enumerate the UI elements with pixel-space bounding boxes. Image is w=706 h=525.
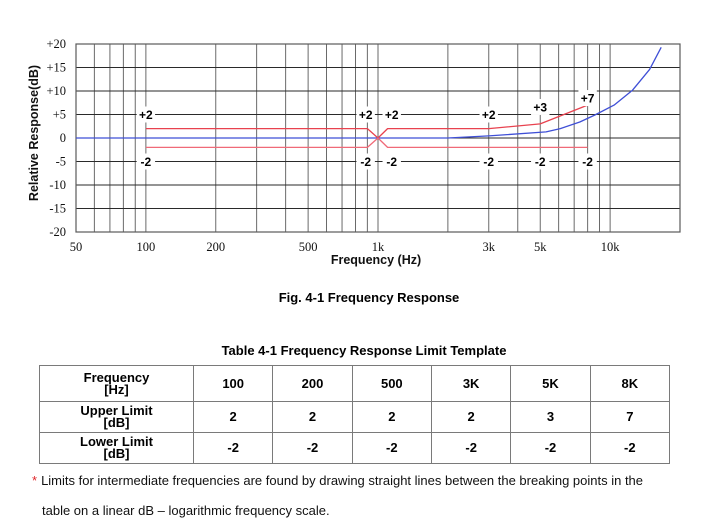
table-cell: 200 (272, 365, 353, 402)
table-cell: 8K (589, 365, 671, 402)
table-cell: -2 (272, 432, 353, 464)
table-cell: -2 (510, 432, 591, 464)
table-cell: 2 (272, 401, 353, 433)
table-cell: 2 (192, 401, 274, 433)
y-tick-label: +10 (46, 84, 66, 98)
y-tick-label: +20 (46, 37, 66, 51)
table-cell: -2 (430, 432, 512, 464)
y-axis-title: Relative Response(dB) (27, 65, 41, 201)
table-row-lower-limit: Lower Limit [dB] -2 -2 -2 -2 -2 -2 (39, 432, 671, 464)
limit-annotation: +3 (533, 100, 547, 114)
limit-annotation: -2 (483, 155, 494, 169)
x-axis-title: Frequency (Hz) (331, 253, 421, 267)
annotation-background (578, 153, 597, 170)
x-tick-label: 50 (70, 240, 83, 254)
table-cell: 5K (510, 365, 591, 402)
x-tick-label: 100 (137, 240, 156, 254)
footnote-line-1: * Limits for intermediate frequencies are… (32, 473, 643, 488)
table-cell: 3 (510, 401, 591, 433)
y-tick-label: +5 (53, 108, 66, 122)
limit-annotation: -2 (582, 155, 593, 169)
row-header-unit: [dB] (103, 415, 130, 430)
x-tick-label: 1k (372, 240, 385, 254)
y-tick-label: -10 (49, 178, 66, 192)
annotation-background (578, 90, 597, 107)
y-tick-label: -20 (49, 225, 66, 239)
row-header-label: Lower Limit (80, 434, 153, 449)
annotation-background (136, 153, 156, 170)
table-cell: 3K (430, 365, 512, 402)
row-header-lower-limit: Lower Limit [dB] (39, 432, 194, 464)
x-tick-label: 3k (483, 240, 496, 254)
series-line-measured-response (76, 46, 662, 139)
limit-annotation: +2 (385, 108, 399, 122)
row-header-unit: [Hz] (104, 381, 129, 397)
table-cell: 500 (351, 365, 432, 402)
annotation-background (356, 106, 375, 123)
limit-annotation: -2 (360, 155, 371, 169)
x-tick-label: 500 (299, 240, 318, 254)
row-header-label: Frequency (83, 369, 150, 385)
limit-template-table: Frequency [Hz] 100 200 500 3K 5K 8K Uppe… (39, 365, 671, 464)
y-tick-label: -15 (49, 202, 66, 216)
series-line-lower-limit (145, 137, 588, 149)
annotation-background (382, 106, 401, 123)
table-row-frequency: Frequency [Hz] 100 200 500 3K 5K 8K (39, 365, 671, 402)
x-tick-label: 5k (534, 240, 547, 254)
table-title: Table 4-1 Frequency Response Limit Templ… (221, 343, 507, 358)
limit-annotation: +2 (359, 108, 373, 122)
limit-annotation: +2 (482, 108, 496, 122)
footnote-text-1: Limits for intermediate frequencies are … (41, 473, 644, 488)
annotation-background (479, 153, 498, 170)
table-cell: -2 (351, 432, 432, 464)
y-tick-label: -5 (56, 155, 66, 169)
table-cell: 100 (192, 365, 274, 402)
table-row-upper-limit: Upper Limit [dB] 2 2 2 2 3 7 (39, 401, 671, 433)
table-cell: -2 (589, 432, 671, 464)
annotation-background (382, 153, 401, 170)
table-cell: -2 (192, 432, 274, 464)
table-cell: 7 (589, 401, 671, 433)
annotation-background (531, 153, 550, 170)
footnote-asterisk-icon: * (32, 473, 38, 488)
y-tick-label: +15 (46, 61, 66, 75)
table-cell: 2 (430, 401, 512, 433)
row-header-unit: [dB] (103, 446, 130, 461)
limit-annotation: -2 (535, 155, 546, 169)
limit-annotation: -2 (386, 155, 397, 169)
annotation-background (531, 98, 550, 115)
annotation-background (136, 106, 156, 123)
row-header-label: Upper Limit (80, 403, 153, 418)
figure-caption: Fig. 4-1 Frequency Response (278, 290, 460, 305)
annotation-background (356, 153, 375, 170)
limit-annotation: +7 (581, 92, 595, 106)
table-cell: 2 (351, 401, 432, 433)
footnote-line-2: table on a linear dB – logarithmic frequ… (42, 503, 330, 518)
x-tick-label: 10k (601, 240, 621, 254)
row-header-upper-limit: Upper Limit [dB] (39, 401, 194, 433)
limit-annotation: +2 (139, 108, 153, 122)
annotation-background (479, 106, 498, 123)
limit-annotation: -2 (141, 155, 152, 169)
x-tick-label: 200 (206, 240, 225, 254)
y-tick-label: 0 (60, 131, 66, 145)
row-header-frequency: Frequency [Hz] (39, 365, 194, 402)
frequency-response-chart: +20 +15 +10 +5 0 -5 -10 -15 -20 50 100 200 500 1k 3k 5k… (27, 37, 681, 267)
series-line-upper-limit (145, 104, 588, 139)
